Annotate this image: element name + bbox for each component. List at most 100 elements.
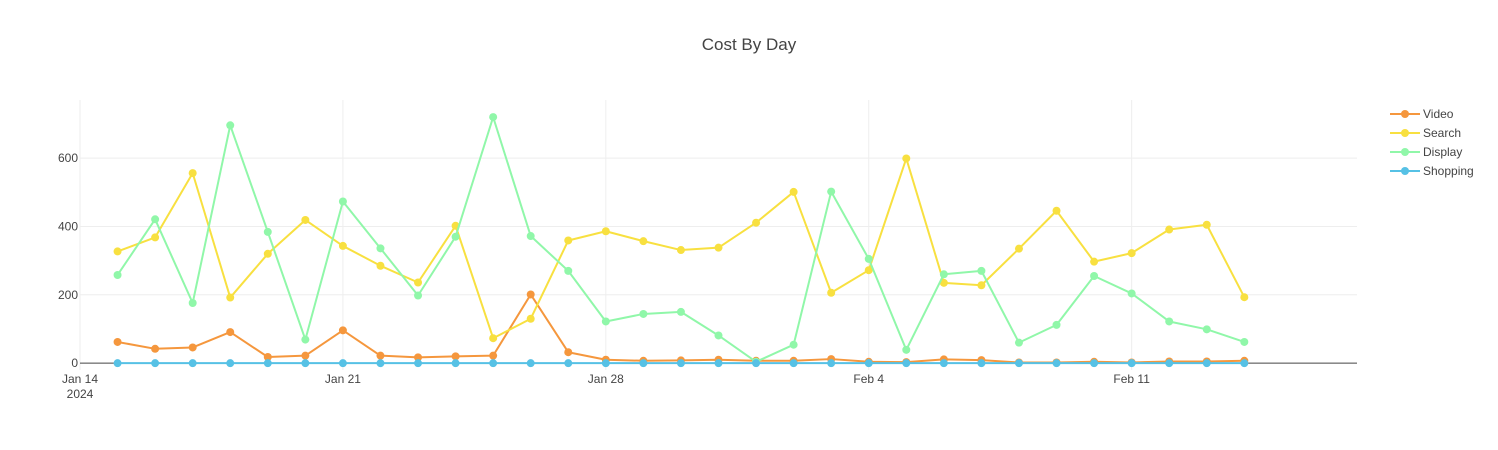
- data-point-display[interactable]: [338, 197, 347, 206]
- data-point-display[interactable]: [639, 309, 648, 318]
- data-point-shopping[interactable]: [1052, 359, 1061, 368]
- data-point-shopping[interactable]: [263, 359, 272, 368]
- data-point-search[interactable]: [151, 233, 160, 242]
- data-point-search[interactable]: [263, 249, 272, 258]
- data-point-search[interactable]: [113, 247, 122, 256]
- data-point-search[interactable]: [827, 288, 836, 297]
- data-point-display[interactable]: [414, 291, 423, 300]
- data-point-video[interactable]: [188, 343, 197, 352]
- legend[interactable]: Video Search Display Shopping: [1390, 107, 1474, 178]
- data-point-video[interactable]: [263, 353, 272, 362]
- data-point-shopping[interactable]: [939, 359, 948, 368]
- data-point-search[interactable]: [939, 278, 948, 287]
- data-point-video[interactable]: [489, 351, 498, 360]
- data-point-display[interactable]: [489, 113, 498, 122]
- data-point-search[interactable]: [188, 169, 197, 178]
- data-point-search[interactable]: [1090, 257, 1099, 266]
- legend-item-shopping[interactable]: Shopping: [1390, 164, 1474, 178]
- data-point-search[interactable]: [1014, 244, 1023, 253]
- data-point-video[interactable]: [376, 351, 385, 360]
- data-point-search[interactable]: [902, 154, 911, 163]
- data-point-search[interactable]: [864, 266, 873, 275]
- data-point-search[interactable]: [789, 187, 798, 196]
- data-point-shopping[interactable]: [1202, 359, 1211, 368]
- data-point-search[interactable]: [977, 281, 986, 290]
- data-point-video[interactable]: [564, 348, 573, 357]
- data-point-shopping[interactable]: [1127, 359, 1136, 368]
- data-point-shopping[interactable]: [1240, 359, 1249, 368]
- data-point-search[interactable]: [301, 215, 310, 224]
- data-point-search[interactable]: [376, 261, 385, 270]
- data-point-search[interactable]: [226, 293, 235, 302]
- data-point-shopping[interactable]: [676, 359, 685, 368]
- legend-item-video[interactable]: Video: [1390, 107, 1454, 121]
- data-point-video[interactable]: [414, 353, 423, 362]
- data-point-shopping[interactable]: [188, 359, 197, 368]
- data-point-display[interactable]: [188, 299, 197, 308]
- data-point-display[interactable]: [1202, 325, 1211, 334]
- data-point-shopping[interactable]: [789, 359, 798, 368]
- data-point-shopping[interactable]: [526, 359, 535, 368]
- data-point-search[interactable]: [1202, 220, 1211, 229]
- data-point-search[interactable]: [639, 237, 648, 246]
- data-point-display[interactable]: [1014, 338, 1023, 347]
- data-point-shopping[interactable]: [564, 359, 573, 368]
- data-point-display[interactable]: [526, 232, 535, 241]
- data-point-display[interactable]: [977, 266, 986, 275]
- data-point-search[interactable]: [338, 241, 347, 250]
- data-point-search[interactable]: [676, 246, 685, 255]
- data-point-display[interactable]: [827, 187, 836, 196]
- data-point-display[interactable]: [1165, 317, 1174, 326]
- data-point-search[interactable]: [601, 227, 610, 236]
- data-point-shopping[interactable]: [338, 359, 347, 368]
- data-point-display[interactable]: [226, 121, 235, 130]
- data-point-video[interactable]: [151, 344, 160, 353]
- data-point-video[interactable]: [338, 326, 347, 335]
- data-point-display[interactable]: [451, 232, 460, 241]
- data-point-search[interactable]: [714, 243, 723, 252]
- data-point-shopping[interactable]: [376, 359, 385, 368]
- data-point-display[interactable]: [376, 244, 385, 253]
- data-point-shopping[interactable]: [113, 359, 122, 368]
- data-point-search[interactable]: [489, 334, 498, 343]
- data-point-shopping[interactable]: [977, 359, 986, 368]
- data-point-shopping[interactable]: [714, 359, 723, 368]
- data-point-shopping[interactable]: [864, 359, 873, 368]
- data-point-display[interactable]: [151, 215, 160, 224]
- data-point-video[interactable]: [113, 337, 122, 346]
- data-point-display[interactable]: [864, 254, 873, 263]
- legend-item-search[interactable]: Search: [1390, 126, 1461, 140]
- data-point-display[interactable]: [902, 345, 911, 354]
- data-point-search[interactable]: [1165, 225, 1174, 234]
- data-point-shopping[interactable]: [414, 359, 423, 368]
- data-point-search[interactable]: [1127, 249, 1136, 258]
- data-point-display[interactable]: [601, 317, 610, 326]
- data-point-video[interactable]: [451, 352, 460, 361]
- data-point-search[interactable]: [752, 218, 761, 227]
- data-point-display[interactable]: [676, 307, 685, 316]
- data-point-display[interactable]: [789, 340, 798, 349]
- data-point-shopping[interactable]: [601, 359, 610, 368]
- data-point-shopping[interactable]: [451, 359, 460, 368]
- data-point-video[interactable]: [526, 290, 535, 299]
- data-point-shopping[interactable]: [902, 359, 911, 368]
- legend-item-display[interactable]: Display: [1390, 145, 1462, 159]
- data-point-display[interactable]: [263, 227, 272, 236]
- data-point-video[interactable]: [226, 328, 235, 337]
- data-point-display[interactable]: [1240, 337, 1249, 346]
- data-point-display[interactable]: [301, 335, 310, 344]
- data-point-display[interactable]: [1090, 272, 1099, 281]
- data-point-display[interactable]: [1052, 320, 1061, 329]
- data-point-search[interactable]: [526, 314, 535, 323]
- data-point-search[interactable]: [414, 278, 423, 287]
- data-point-shopping[interactable]: [226, 359, 235, 368]
- data-point-shopping[interactable]: [151, 359, 160, 368]
- data-point-search[interactable]: [1240, 293, 1249, 302]
- data-point-shopping[interactable]: [827, 359, 836, 368]
- data-point-shopping[interactable]: [1090, 359, 1099, 368]
- data-point-search[interactable]: [1052, 206, 1061, 215]
- data-point-video[interactable]: [301, 351, 310, 360]
- data-point-shopping[interactable]: [1014, 359, 1023, 368]
- data-point-display[interactable]: [113, 270, 122, 279]
- data-point-display[interactable]: [714, 331, 723, 340]
